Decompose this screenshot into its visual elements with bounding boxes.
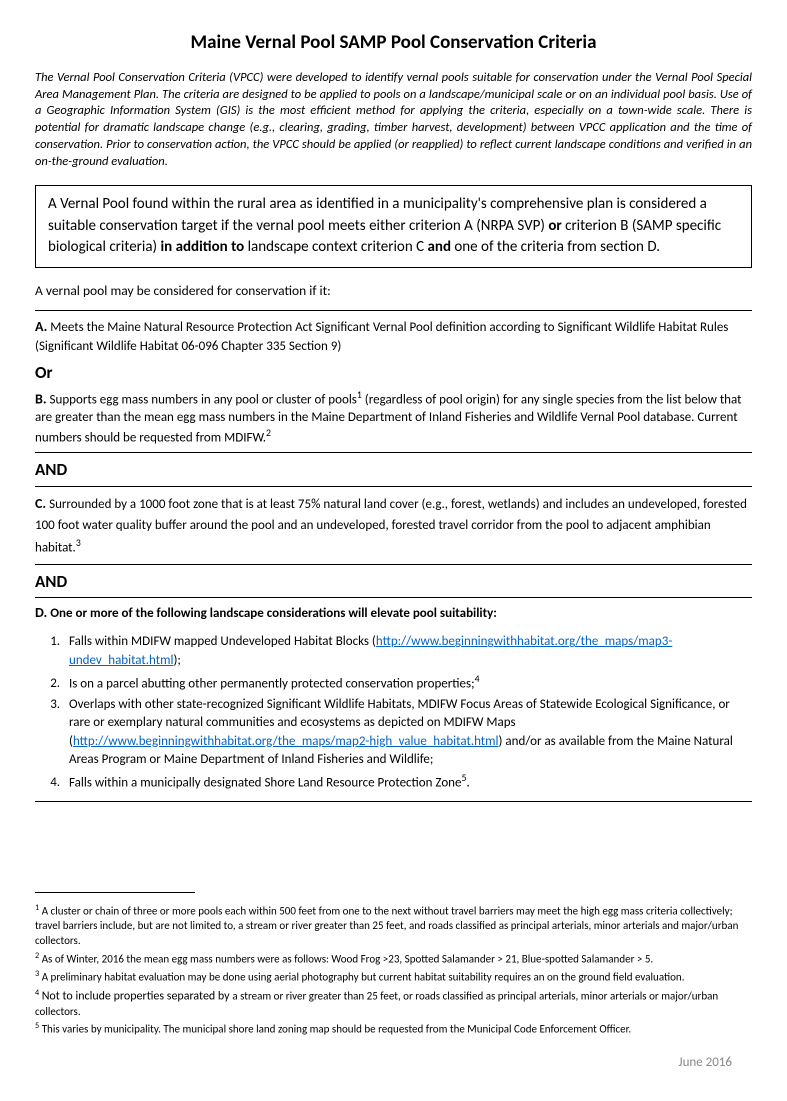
section-rule [35, 310, 752, 311]
footnote-5-text: This varies by municipality. The municip… [42, 1023, 631, 1036]
criteria-summary-box: A Vernal Pool found within the rural are… [35, 185, 752, 268]
d3-link[interactable]: http://www.beginningwithhabitat.org/the_… [73, 734, 499, 749]
section-rule [35, 564, 752, 565]
intro-paragraph: The Vernal Pool Conservation Criteria (V… [35, 70, 752, 171]
criterion-d-head: D. One or more of the following landscap… [35, 604, 752, 623]
footnote-3: 3 A preliminary habitat evaluation may b… [35, 969, 752, 986]
section-rule [35, 597, 752, 598]
criterion-d-heading: One or more of the following landscape c… [50, 606, 497, 621]
section-rule [35, 452, 752, 453]
criterion-c: C. Surrounded by a 1000 foot zone that i… [35, 493, 752, 560]
d-item-2: Is on a parcel abutting other permanentl… [63, 673, 752, 694]
criterion-b-text-1: Supports egg mass numbers in any pool or… [50, 392, 357, 407]
criterion-d-list: Falls within MDIFW mapped Undeveloped Ha… [63, 633, 752, 792]
box-or: or [548, 217, 561, 235]
connector-or: Or [35, 362, 752, 385]
footnote-2: 2 As of Winter, 2016 the mean egg mass n… [35, 951, 752, 968]
d1-post: ); [173, 653, 180, 668]
criterion-a-text: Meets the Maine Natural Resource Protect… [35, 320, 728, 353]
footer-date: June 2016 [35, 1054, 752, 1072]
connector-and-1: AND [35, 459, 752, 482]
d1-pre: Falls within MDIFW mapped Undeveloped Ha… [69, 634, 376, 649]
section-rule [35, 801, 752, 802]
d2-text: Is on a parcel abutting other permanentl… [69, 676, 475, 691]
criterion-c-letter: C. [35, 495, 46, 512]
footnote-1-text: A cluster or chain of three or more pool… [35, 904, 738, 947]
box-and: and [427, 238, 451, 256]
footnote-ref-4: 4 [475, 673, 480, 685]
footnote-3-text: A preliminary habitat evaluation may be … [42, 971, 685, 984]
box-text-4: one of the criteria from section D. [451, 238, 660, 256]
box-in-addition: in addition to [160, 238, 244, 256]
footnote-1: 1 A cluster or chain of three or more po… [35, 903, 752, 949]
criterion-b: B. Supports egg mass numbers in any pool… [35, 389, 752, 448]
criterion-d-letter: D. [35, 604, 47, 621]
d-item-4: Falls within a municipally designated Sh… [63, 772, 752, 793]
footnotes: 1 A cluster or chain of three or more po… [35, 903, 752, 1038]
footnote-4-text-a: Not to include properties separated by [42, 989, 233, 1003]
section-rule [35, 486, 752, 487]
criterion-a: A. Meets the Maine Natural Resource Prot… [35, 317, 752, 355]
footnote-separator [35, 892, 195, 893]
footnote-4: 4 Not to include properties separated by… [35, 988, 752, 1020]
lead-line: A vernal pool may be considered for cons… [35, 282, 752, 300]
box-text-3: landscape context criterion C [244, 238, 427, 256]
footnote-ref-5: 5 [461, 772, 466, 784]
connector-and-2: AND [35, 571, 752, 594]
criterion-c-text: Surrounded by a 1000 foot zone that is a… [35, 497, 747, 556]
footnote-ref-3: 3 [76, 537, 81, 549]
footnote-2-text: As of Winter, 2016 the mean egg mass num… [42, 952, 654, 965]
footnote-ref-2: 2 [266, 427, 271, 439]
page-title: Maine Vernal Pool SAMP Pool Conservation… [35, 30, 752, 56]
criterion-a-letter: A. [35, 318, 47, 335]
d-item-3: Overlaps with other state-recognized Sig… [63, 696, 752, 769]
d4-text: Falls within a municipally designated Sh… [69, 775, 461, 790]
criterion-b-letter: B. [35, 390, 47, 407]
d-item-1: Falls within MDIFW mapped Undeveloped Ha… [63, 633, 752, 669]
